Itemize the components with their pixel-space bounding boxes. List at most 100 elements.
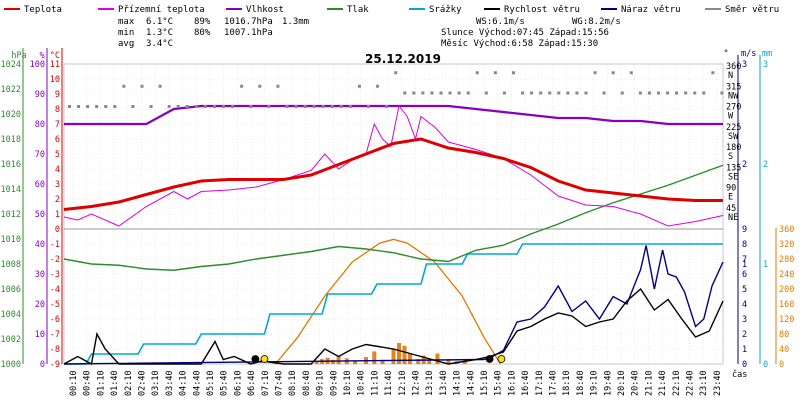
time-tick-label: 05:40 <box>220 370 230 396</box>
wind-direction-mark <box>629 71 633 75</box>
time-tick-label: 23:10 <box>699 370 709 396</box>
wind-direction-mark <box>702 91 706 95</box>
wind-direction-mark <box>185 105 189 108</box>
time-tick-label: 21:40 <box>658 370 668 396</box>
c-tick-label: -3 <box>50 270 60 280</box>
wind-direction-mark <box>367 105 371 108</box>
wind-direction-mark <box>548 91 552 95</box>
sun-info: Slunce Východ:07:45 Západ:15:56 <box>441 28 609 38</box>
c-tick-label: 5 <box>55 150 60 160</box>
ms-tick-label: 8 <box>742 240 747 250</box>
pct-tick-label: 40 <box>35 240 45 250</box>
wind-direction-mark <box>620 91 624 95</box>
hpa-tick-label: 1000 <box>1 360 21 370</box>
stats-min-label: min <box>118 28 134 38</box>
ms-tick-label: 1 <box>742 345 747 355</box>
dir-tick-abbr: SE <box>728 172 738 182</box>
wind-direction-mark <box>348 105 352 108</box>
wind-direction-mark <box>720 91 724 95</box>
wind-direction-mark <box>484 91 488 95</box>
ground-rain-bar <box>331 359 336 364</box>
wind-speed-info: WS:6.1m/s <box>476 17 525 27</box>
wind-direction-mark <box>95 105 99 108</box>
wind-direction-marks <box>67 71 724 108</box>
series-lines <box>63 104 724 366</box>
wind-direction-mark <box>575 91 579 95</box>
time-tick-label: 16:40 <box>521 370 531 396</box>
dir-tick-abbr: E <box>728 193 733 203</box>
wind-direction-mark <box>212 105 216 108</box>
time-tick-label: 14:10 <box>453 370 463 396</box>
ground-rain-bar <box>462 361 467 364</box>
wind-direction-mark <box>539 91 543 95</box>
dir-tick-abbr: NW <box>728 91 739 101</box>
stats-min-hum: 80% <box>194 28 211 38</box>
stats-max-press: 1016.7hPa <box>224 17 273 27</box>
wind-direction-mark <box>394 71 398 75</box>
time-tick-label: 19:40 <box>603 370 613 396</box>
c-tick-label: -4 <box>50 285 60 295</box>
hpa-tick-label: 1012 <box>1 210 21 220</box>
series-wind-line <box>63 287 724 366</box>
stats-min-temp: 1.3°C <box>146 28 173 38</box>
pct-tick-label: 90 <box>35 90 45 100</box>
time-tick-label: 15:40 <box>494 370 504 396</box>
legend-item: Přízemní teplota <box>98 5 205 15</box>
time-tick-label: 12:10 <box>398 370 408 396</box>
time-tick-label: 21:10 <box>644 370 654 396</box>
sun-marker <box>497 355 506 363</box>
hpa-tick-label: 1006 <box>1 285 21 295</box>
wind-direction-mark <box>339 105 343 108</box>
ground-rain-bar <box>446 359 451 364</box>
time-tick-label: 07:10 <box>261 370 271 396</box>
time-tick-label: 19:10 <box>590 370 600 396</box>
wind-direction-mark <box>357 84 361 88</box>
wind-direction-mark <box>303 105 307 108</box>
time-tick-label: 16:10 <box>507 370 517 396</box>
c-tick-label: -7 <box>50 330 60 340</box>
stats-block: max 6.1°C 89% 1016.7hPa 1.3mm min 1.3°C … <box>118 17 309 49</box>
hpa-tick-label: 1014 <box>1 185 21 195</box>
wind-direction-mark <box>321 105 325 108</box>
legend-label: Přízemní teplota <box>118 5 205 15</box>
wind-direction-mark <box>176 105 180 108</box>
sun-elevation <box>274 238 502 365</box>
wind-direction-mark <box>647 91 651 95</box>
wind-direction-mark <box>167 105 171 108</box>
wind-direction-mark <box>267 105 271 108</box>
dir-tick-abbr: W <box>728 112 734 122</box>
sun-tick-label: 200 <box>779 285 794 295</box>
time-tick-label: 08:40 <box>302 370 312 396</box>
ground-rain-bar <box>416 359 421 364</box>
legend-item: Rychlost větru <box>484 5 580 15</box>
pct-tick-label: 70 <box>35 150 45 160</box>
dir-tick-abbr: N <box>728 71 733 81</box>
c-tick-label: 2 <box>55 195 60 205</box>
wind-direction-mark <box>656 91 660 95</box>
stats-avg-temp: 3.4°C <box>146 39 173 49</box>
hpa-tick-label: 1022 <box>1 85 21 95</box>
mm-tick-label: 1 <box>763 260 768 270</box>
dir-tick-degree: 270 <box>726 103 741 113</box>
time-tick-label: 09:40 <box>329 370 339 396</box>
sun-tick-label: 120 <box>779 315 794 325</box>
stats-max-rain: 1.3mm <box>282 17 309 27</box>
ms-tick-label: 4 <box>742 300 747 310</box>
pct-tick-label: 100 <box>30 60 45 70</box>
ground-rain-bar <box>336 355 341 364</box>
sun-marker <box>260 355 269 363</box>
time-tick-label: 20:40 <box>631 370 641 396</box>
time-axis-title: čas <box>732 369 747 380</box>
sun-tick-label: 280 <box>779 255 794 265</box>
wind-direction-mark <box>557 91 561 95</box>
wind-direction-mark <box>466 91 470 95</box>
ms-tick-label: 7 <box>742 255 747 265</box>
wind-direction-mark <box>593 71 597 75</box>
hpa-tick-label: 1008 <box>1 260 21 270</box>
pct-tick-label: 10 <box>35 330 45 340</box>
time-tick-label: 09:10 <box>316 370 326 396</box>
legend-label: Srážky <box>429 5 462 15</box>
wind-direction-mark <box>285 105 289 108</box>
legend-item: Vlhkost <box>226 5 284 15</box>
